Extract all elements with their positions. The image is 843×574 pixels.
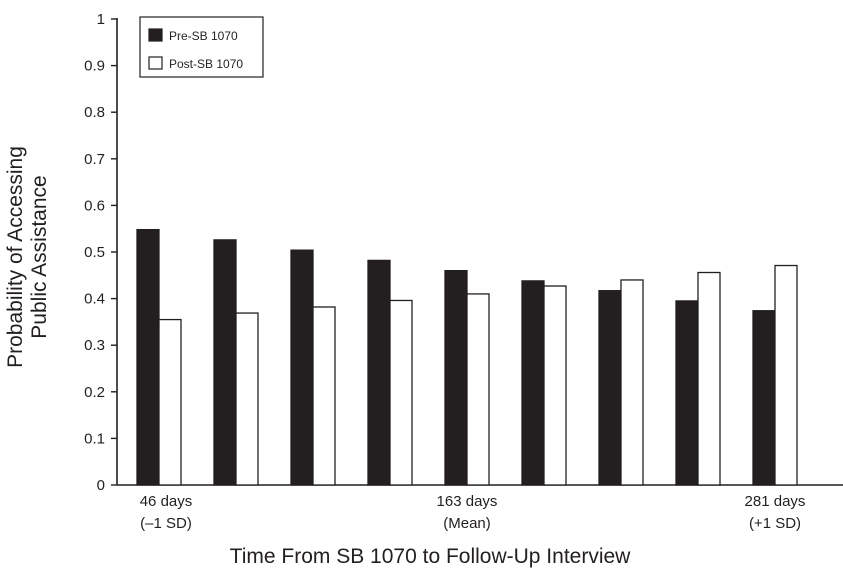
bar-pre-sb-1070-4 (367, 259, 391, 486)
x-tick-label: 46 days (140, 493, 193, 510)
bar-post-sb-1070-2 (235, 312, 259, 486)
y-tick-label: 0.8 (84, 104, 105, 121)
bar-post-sb-1070-3 (312, 306, 336, 486)
legend-label-post-sb-1070: Post-SB 1070 (169, 57, 243, 71)
y-tick-label: 0.6 (84, 197, 105, 214)
bar-post-sb-1070-7 (620, 279, 644, 486)
y-axis-label-line: Probability of Accessing (4, 146, 27, 368)
bar-pre-sb-1070-8 (675, 300, 699, 486)
bar-pre-sb-1070-1 (136, 228, 160, 486)
bar-pre-sb-1070-9 (752, 310, 776, 486)
y-axis-label: Probability of AccessingPublic Assistanc… (4, 146, 51, 368)
y-tick-label: 0 (97, 477, 105, 494)
bar-pre-sb-1070-5 (444, 269, 468, 486)
x-tick-label: 281 days (745, 493, 806, 510)
legend-swatch-pre-sb-1070 (148, 28, 163, 42)
y-axis-label-line: Public Assistance (28, 175, 51, 338)
y-tick-label: 0.4 (84, 291, 105, 308)
x-tick-label: 163 days (437, 493, 498, 510)
legend-swatch-post-sb-1070 (148, 56, 163, 70)
x-axis-label: Time From SB 1070 to Follow-Up Interview (230, 545, 632, 568)
y-tick-label: 0.1 (84, 430, 105, 447)
bar-post-sb-1070-1 (158, 318, 182, 486)
y-tick-label: 0.2 (84, 384, 105, 401)
bar-pre-sb-1070-3 (290, 249, 314, 486)
bar-pre-sb-1070-7 (598, 290, 622, 486)
bar-post-sb-1070-5 (466, 293, 490, 486)
x-tick-label: (+1 SD) (749, 515, 801, 532)
x-tick-label: (–1 SD) (140, 515, 192, 532)
y-tick-label: 0.3 (84, 337, 105, 354)
y-tick-label: 0.7 (84, 151, 105, 168)
legend: Pre-SB 1070 Post-SB 1070 (139, 16, 264, 78)
y-tick-label: 0.5 (84, 244, 105, 261)
bar-post-sb-1070-9 (774, 264, 798, 486)
bar-pre-sb-1070-6 (521, 280, 545, 486)
bar-post-sb-1070-6 (543, 285, 567, 486)
y-tick-label: 1 (97, 11, 105, 28)
x-tick-label: (Mean) (443, 515, 491, 532)
x-tick-labels: 46 days (–1 SD) 163 days (Mean) 281 days (+1 … (140, 493, 806, 532)
bar-pre-sb-1070-2 (213, 239, 237, 486)
y-tick-label: 0.9 (84, 58, 105, 75)
legend-label-pre-sb-1070: Pre-SB 1070 (169, 29, 238, 43)
bar-post-sb-1070-8 (697, 271, 721, 486)
bars (136, 228, 798, 486)
y-ticks: 0 0.1 0.2 0.3 0.4 0.5 0.6 0.7 0.8 0.9 1 (84, 11, 117, 494)
bar-post-sb-1070-4 (389, 299, 413, 486)
